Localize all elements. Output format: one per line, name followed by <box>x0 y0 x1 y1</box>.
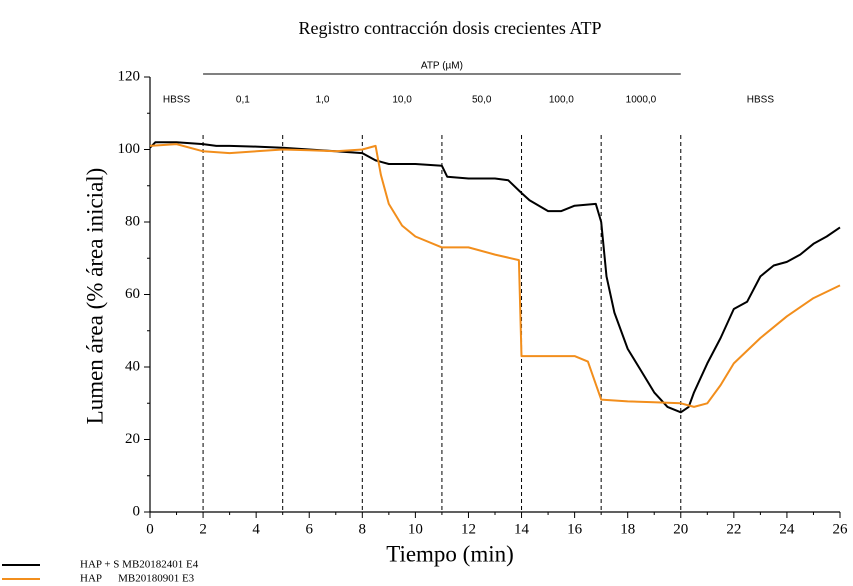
segment-label: 50,0 <box>472 95 492 106</box>
y-tick-label: 80 <box>125 213 140 229</box>
x-tick-label: 14 <box>514 521 530 537</box>
x-tick-label: 26 <box>833 521 849 537</box>
x-tick-label: 2 <box>199 521 207 537</box>
x-tick-label: 12 <box>461 521 476 537</box>
legend-label: HAP MB20180901 E3 <box>80 573 195 585</box>
segment-label: 1,0 <box>316 95 330 106</box>
segment-label: 10,0 <box>392 95 412 106</box>
y-tick-label: 20 <box>125 431 140 447</box>
x-tick-label: 0 <box>146 521 154 537</box>
y-tick-label: 60 <box>125 286 140 302</box>
y-axis-title: Lumen área (% área inicial) <box>82 168 107 425</box>
x-tick-label: 16 <box>567 521 583 537</box>
segment-label: HBSS <box>163 95 191 106</box>
segment-label: 0,1 <box>236 95 250 106</box>
y-tick-label: 40 <box>125 358 140 374</box>
x-tick-label: 18 <box>620 521 635 537</box>
segment-label: 1000,0 <box>626 95 657 106</box>
legend-label: HAP + S MB20182401 E4 <box>80 559 199 571</box>
x-tick-label: 8 <box>359 521 367 537</box>
x-tick-label: 10 <box>408 521 423 537</box>
x-axis-title: Tiempo (min) <box>386 541 514 566</box>
x-tick-label: 22 <box>726 521 741 537</box>
series-line <box>149 141 841 414</box>
y-tick-label: 120 <box>118 68 141 84</box>
x-tick-label: 24 <box>779 521 795 537</box>
series-line <box>149 143 841 408</box>
segment-label: 100,0 <box>549 95 574 106</box>
annotation: ATP (µM) <box>421 61 463 72</box>
x-tick-label: 20 <box>673 521 688 537</box>
segment-label: HBSS <box>747 95 775 106</box>
x-tick-label: 6 <box>305 521 313 537</box>
x-tick-label: 4 <box>252 521 260 537</box>
y-tick-label: 100 <box>118 141 141 157</box>
chart-title: Registro contracción dosis crecientes AT… <box>299 18 602 38</box>
y-tick-label: 0 <box>133 503 141 519</box>
